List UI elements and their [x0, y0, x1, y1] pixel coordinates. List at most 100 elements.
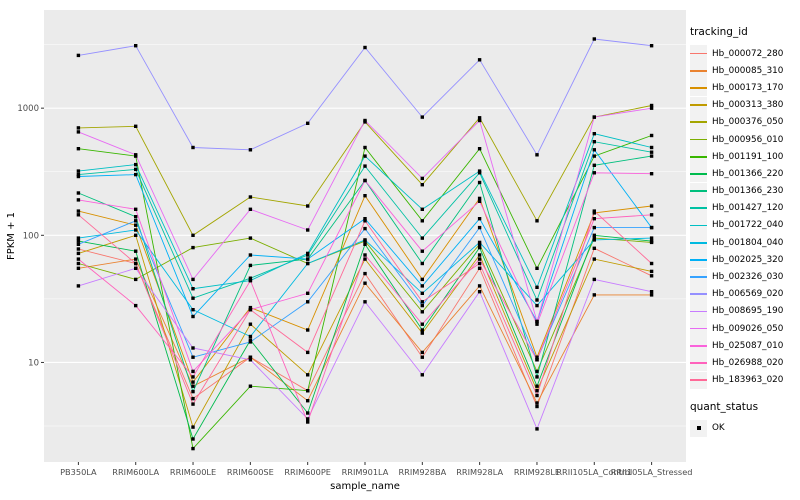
data-point: [649, 106, 654, 110]
data-point: [420, 219, 424, 223]
legend-item-label: Hb_025087_010: [712, 340, 784, 351]
data-point: [535, 285, 539, 289]
data-point: [649, 213, 654, 217]
data-point: [248, 358, 253, 362]
data-point: [306, 257, 310, 261]
data-point: [535, 393, 539, 398]
x-tick-label: RRIM901LA: [342, 467, 389, 477]
legend-item: Hb_002326_030: [690, 268, 798, 286]
data-point: [477, 257, 482, 261]
data-point: [420, 322, 424, 326]
legend-item-label: Hb_008695_190: [712, 306, 784, 317]
data-point: [535, 358, 539, 362]
data-point: [420, 261, 424, 266]
data-point: [420, 249, 424, 253]
data-point: [363, 178, 367, 183]
legend-key: [690, 199, 707, 217]
legend-key: [690, 62, 707, 80]
data-point: [363, 219, 367, 223]
data-point: [535, 266, 539, 270]
data-point: [306, 251, 310, 256]
x-tick-label: RRIM928LE: [514, 467, 560, 477]
data-point: [134, 223, 138, 227]
data-point: [592, 238, 596, 242]
legend-item-label: Hb_000173_170: [712, 82, 784, 93]
data-point: [477, 290, 482, 294]
legend-line-swatch: [690, 69, 707, 72]
legend2-entries: OK: [690, 419, 798, 437]
data-point: [306, 350, 310, 355]
data-point: [477, 58, 482, 62]
x-axis-title: sample_name: [330, 481, 400, 492]
legend-line-swatch: [690, 190, 707, 192]
data-point: [248, 276, 253, 280]
legend-item: Hb_000313_380: [690, 96, 798, 114]
data-point: [649, 274, 654, 278]
legend-item: Hb_000376_050: [690, 113, 798, 131]
legend-key: [690, 96, 707, 114]
data-point: [191, 384, 195, 388]
legend2-title: quant_status: [690, 400, 759, 413]
black-square-icon: [696, 426, 701, 431]
data-point: [134, 266, 138, 270]
x-tick-label: RRII105LA_Stressed: [611, 467, 693, 477]
legend-line-swatch: [690, 224, 707, 227]
legend-key: [690, 165, 707, 183]
data-point: [420, 291, 424, 295]
gridlines: [44, 44, 686, 427]
data-point: [248, 305, 253, 310]
data-point: [420, 236, 424, 240]
legend-line-swatch: [690, 293, 707, 296]
legend-line-swatch: [690, 344, 707, 347]
data-point: [248, 148, 253, 152]
legend-key: [690, 45, 707, 63]
legend-item: Hb_000085_310: [690, 62, 798, 80]
data-point: [134, 207, 138, 211]
legend-item: Hb_000956_010: [690, 131, 798, 149]
data-point: [191, 375, 195, 379]
legend-item-label: Hb_002326_030: [712, 272, 784, 283]
data-point: [592, 246, 596, 250]
data-point: [535, 384, 539, 388]
legend-entries: Hb_000072_280 Hb_000085_310 Hb_000173_170 H…: [690, 45, 798, 389]
data-point: [592, 236, 596, 240]
y-tick-label: 1000: [17, 104, 39, 114]
data-point: [420, 183, 424, 187]
data-point: [248, 322, 253, 326]
legend-key: [690, 182, 707, 200]
data-point: [420, 350, 424, 355]
data-point: [420, 115, 424, 119]
data-point: [134, 215, 138, 219]
data-point: [76, 251, 81, 256]
data-point: [306, 389, 310, 393]
data-point: [248, 338, 253, 342]
legend-item: Hb_001804_040: [690, 234, 798, 252]
data-point: [248, 384, 253, 388]
data-point: [134, 277, 138, 282]
y-axis-title: FPKM + 1: [6, 212, 17, 260]
data-point: [363, 238, 367, 242]
data-point: [363, 226, 367, 231]
data-point: [134, 261, 138, 266]
legend-line-swatch: [690, 241, 707, 244]
data-point: [535, 219, 539, 223]
data-point: [248, 334, 253, 339]
data-point: [649, 239, 654, 243]
legend-line-swatch: [690, 379, 707, 382]
data-point: [592, 140, 596, 144]
data-point: [649, 204, 654, 208]
data-point: [191, 380, 195, 384]
legend-key: [690, 113, 707, 131]
data-point: [592, 163, 596, 167]
data-point: [76, 53, 81, 58]
legend-line-swatch: [690, 155, 707, 158]
legend-item-label: Hb_183963_020: [712, 375, 784, 386]
data-point: [248, 195, 253, 199]
data-point: [420, 303, 424, 308]
legend2-item: OK: [690, 419, 798, 437]
data-point: [592, 277, 596, 282]
data-point: [76, 239, 81, 243]
legend-item-label: Hb_006569_020: [712, 289, 784, 300]
data-point: [649, 236, 654, 240]
data-point: [592, 148, 596, 152]
